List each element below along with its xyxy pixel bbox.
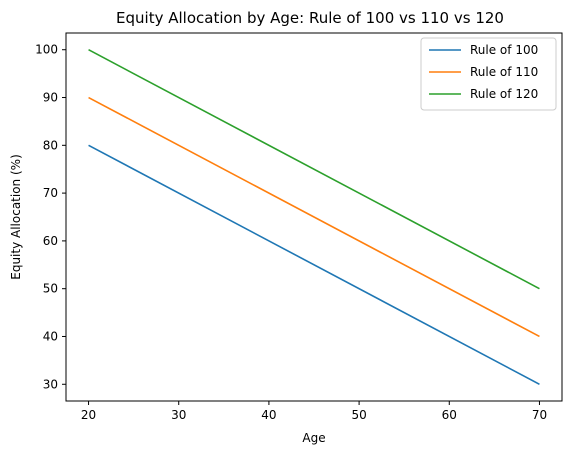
- y-tick-label: 80: [43, 138, 58, 152]
- plot-frame: [65, 32, 563, 402]
- legend-label-1: Rule of 100: [470, 43, 538, 57]
- series-line-1: [88, 144, 540, 385]
- x-tick-label: 40: [261, 408, 276, 422]
- y-tick-label: 100: [35, 43, 58, 57]
- series-layer: [88, 49, 540, 385]
- x-axis-label: Age: [302, 431, 325, 445]
- y-tick-label: 40: [43, 329, 58, 343]
- y-tick-label: 50: [43, 282, 58, 296]
- legend-box: [420, 37, 557, 111]
- y-tick-label: 60: [43, 234, 58, 248]
- y-axis: 30 40 50 60 70 80 90 100: [35, 43, 66, 391]
- x-tick-label: 50: [351, 408, 366, 422]
- chart-title: Equity Allocation by Age: Rule of 100 vs…: [116, 9, 504, 27]
- legend-label-3: Rule of 120: [470, 87, 538, 101]
- legend: Rule of 100 Rule of 110 Rule of 120: [420, 37, 557, 111]
- series-line-3: [88, 49, 540, 290]
- x-tick-label: 70: [532, 408, 547, 422]
- y-tick-label: 30: [43, 377, 58, 391]
- x-tick-label: 60: [442, 408, 457, 422]
- y-tick-label: 90: [43, 91, 58, 105]
- series-line-2: [88, 96, 540, 338]
- x-axis: 20 30 40 50 60 70: [81, 401, 547, 422]
- y-axis-label: Equity Allocation (%): [9, 154, 23, 280]
- x-tick-label: 30: [171, 408, 186, 422]
- legend-label-2: Rule of 110: [470, 65, 538, 79]
- x-tick-label: 20: [81, 408, 96, 422]
- y-tick-label: 70: [43, 186, 58, 200]
